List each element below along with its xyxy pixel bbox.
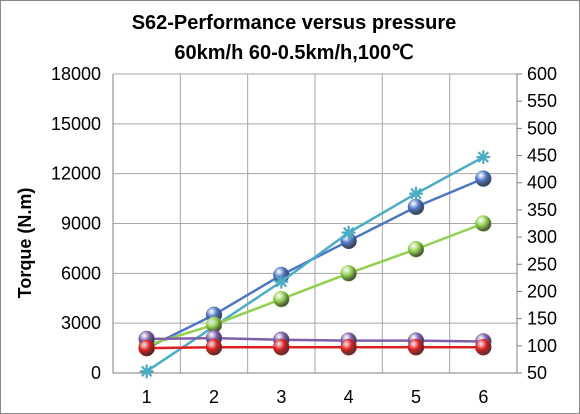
- x-tick-label: 2: [209, 387, 219, 407]
- x-tick-label: 1: [142, 387, 152, 407]
- data-point: [475, 339, 492, 356]
- x-tick-label: 5: [411, 387, 421, 407]
- y2-tick-label: 200: [527, 281, 557, 301]
- star-marker-stroke: [275, 276, 287, 288]
- data-point: [273, 290, 290, 308]
- data-point: [138, 339, 155, 357]
- y2-tick-label: 350: [527, 200, 557, 220]
- y2-tick-label: 500: [527, 118, 557, 138]
- y-tick-label: 18000: [51, 64, 101, 84]
- chart-title: S62-Performance versus pressure: [132, 12, 457, 34]
- data-point: [340, 265, 357, 282]
- plot-series: [138, 149, 492, 379]
- star-marker-stroke: [477, 151, 489, 163]
- y2-tick-label: 550: [527, 91, 557, 111]
- y2-tick-label: 250: [527, 254, 557, 274]
- y2-tick-label: 600: [527, 64, 557, 84]
- y2-tick-label: 150: [527, 309, 557, 329]
- y-tick-label: 9000: [61, 214, 101, 234]
- tick-labels: 0 3000 6000 9000 12000 15000 18000 50 100 150 200 2…: [51, 64, 557, 407]
- data-point: [139, 364, 154, 379]
- series-line: [146, 222, 484, 347]
- data-point: [273, 339, 290, 356]
- y2-tick-label: 450: [527, 146, 557, 166]
- data-point: [476, 149, 491, 165]
- y-tick-label: 3000: [61, 313, 101, 333]
- gridlines: [112, 73, 518, 374]
- y-tick-label: 15000: [51, 114, 101, 134]
- star-marker-stroke: [141, 365, 153, 377]
- y2-tick-label: 50: [527, 363, 547, 383]
- x-tick-label: 3: [276, 387, 286, 407]
- star-marker-stroke: [410, 188, 422, 200]
- series-line: [145, 155, 484, 373]
- series-line: [146, 336, 484, 343]
- data-point: [274, 274, 289, 289]
- x-tick-label: 4: [344, 387, 354, 407]
- data-point: [341, 225, 356, 240]
- data-point: [407, 339, 425, 356]
- data-point: [340, 339, 357, 356]
- y2-tick-label: 300: [527, 227, 557, 247]
- data-point: [475, 170, 492, 187]
- y-tick-label: 0: [91, 363, 101, 383]
- chart-subtitle: 60km/h 60-0.5km/h,100℃: [174, 42, 413, 64]
- axes: [112, 73, 522, 374]
- y-axis-label: Torque (N.m): [15, 188, 35, 299]
- data-point: [407, 240, 425, 258]
- y2-tick-label: 400: [527, 173, 557, 193]
- series-line: [146, 346, 484, 350]
- x-tick-label: 6: [478, 387, 488, 407]
- y2-tick-label: 100: [527, 336, 557, 356]
- star-marker-stroke: [343, 227, 355, 239]
- data-point: [205, 339, 223, 356]
- y-tick-label: 12000: [51, 164, 101, 184]
- y-tick-label: 6000: [61, 263, 101, 283]
- data-point: [407, 198, 425, 216]
- data-point: [408, 186, 424, 201]
- data-point: [475, 215, 492, 232]
